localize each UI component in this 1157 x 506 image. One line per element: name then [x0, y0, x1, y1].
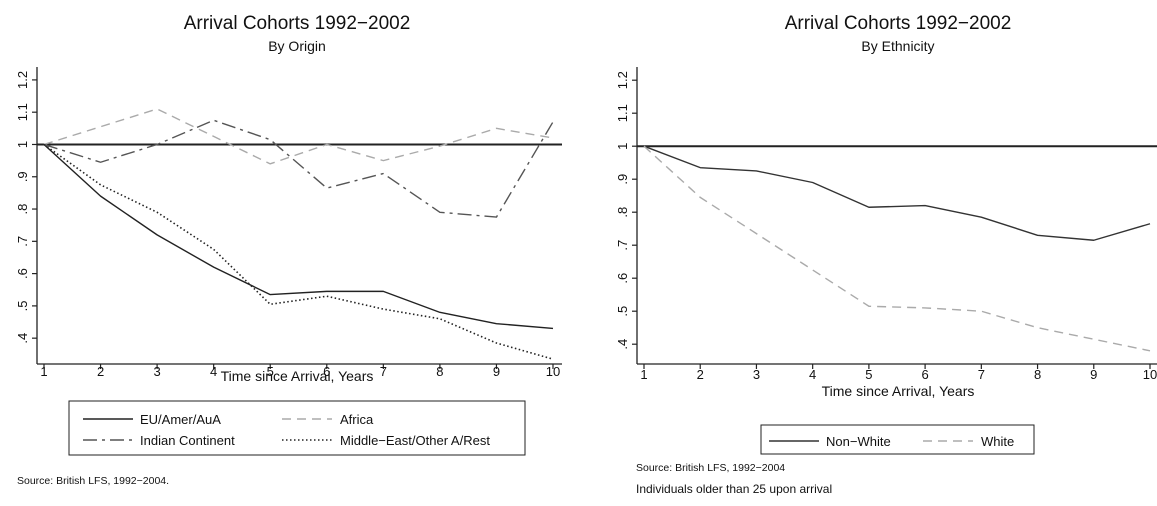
x-axis-label: Time since Arrival, Years [221, 368, 374, 384]
x-axis-ticks: 1 2 3 4 5 6 7 8 9 10 [40, 364, 560, 379]
x-tick-label: 3 [753, 367, 760, 382]
series-line-indian-continent [43, 119, 554, 218]
x-tick-label: 7 [380, 364, 387, 379]
source-note: Source: British LFS, 1992−2004 [636, 462, 785, 474]
x-tick-label: 1 [640, 367, 647, 382]
x-tick-label: 4 [210, 364, 217, 379]
x-tick-label: 2 [97, 364, 104, 379]
legend: EU/Amer/AuA Africa Indian Continent Middle−… [68, 400, 526, 456]
y-tick-label: 1 [15, 141, 30, 148]
sample-note: Individuals older than 25 upon arrival [636, 482, 832, 496]
y-tick-label: 1.1 [615, 104, 630, 122]
legend-label: Africa [340, 412, 374, 427]
plot-area: .4 .5 .6 .7 .8 .9 1 1.1 1.2 1 2 3 4 5 6 7 8 9 10 [615, 67, 1157, 382]
source-note: Source: British LFS, 1992−2004. [17, 475, 169, 487]
x-tick-label: 1 [40, 364, 47, 379]
y-tick-label: .9 [615, 174, 630, 185]
y-axis-ticks: .4 .5 .6 .7 .8 .9 1 1.1 1.2 [615, 71, 637, 350]
series-group [643, 145, 1151, 352]
y-tick-label: .8 [15, 204, 30, 215]
x-tick-label: 8 [436, 364, 443, 379]
chart-title: Arrival Cohorts 1992−2002 [785, 13, 1012, 34]
y-axis-ticks: .4 .5 .6 .7 .8 .9 1 1.1 1.2 [15, 71, 37, 344]
x-tick-label: 5 [865, 367, 872, 382]
y-tick-label: .7 [615, 240, 630, 251]
series-line-middle-east-other-a-rest [43, 143, 554, 360]
y-tick-label: .5 [615, 306, 630, 317]
legend-box [760, 424, 1035, 455]
y-tick-label: .9 [15, 171, 30, 182]
series-line-non-white [643, 145, 1151, 241]
legend-label: EU/Amer/AuA [140, 412, 221, 427]
plot-area: .4 .5 .6 .7 .8 .9 1 1.1 1.2 1 2 3 4 5 6 7 8 9 10 [15, 67, 562, 379]
x-tick-label: 5 [267, 364, 274, 379]
y-tick-label: .7 [15, 236, 30, 247]
y-tick-label: .4 [15, 333, 30, 344]
x-tick-label: 9 [1090, 367, 1097, 382]
x-tick-label: 7 [978, 367, 985, 382]
y-tick-label: 1 [615, 143, 630, 150]
x-tick-label: 10 [546, 364, 560, 379]
legend-label: Middle−East/Other A/Rest [340, 433, 490, 448]
y-tick-label: 1.2 [15, 71, 30, 89]
chart-subtitle: By Origin [268, 38, 326, 54]
x-tick-label: 2 [697, 367, 704, 382]
x-tick-label: 10 [1143, 367, 1157, 382]
chart-title: Arrival Cohorts 1992−2002 [184, 13, 411, 34]
x-tick-label: 4 [809, 367, 816, 382]
series-group [43, 108, 554, 360]
x-tick-label: 6 [323, 364, 330, 379]
x-tick-label: 9 [493, 364, 500, 379]
y-tick-label: 1.2 [615, 71, 630, 89]
legend-label: Non−White [826, 434, 891, 449]
chart-subtitle: By Ethnicity [861, 38, 934, 54]
y-tick-label: 1.1 [15, 103, 30, 121]
chart-by-ethnicity: Arrival Cohorts 1992−2002 By Ethnicity .… [615, 13, 1157, 496]
x-axis-ticks: 1 2 3 4 5 6 7 8 9 10 [640, 364, 1157, 382]
series-line-africa [43, 108, 554, 165]
legend: Non−White White [760, 424, 1035, 455]
y-tick-label: .6 [15, 268, 30, 279]
series-line-eu-amer-aua [43, 143, 554, 330]
legend-box [68, 400, 526, 456]
x-axis-label: Time since Arrival, Years [822, 383, 975, 399]
x-tick-label: 8 [1034, 367, 1041, 382]
x-tick-label: 3 [153, 364, 160, 379]
y-tick-label: .4 [615, 339, 630, 350]
y-tick-label: .6 [615, 273, 630, 284]
legend-label: Indian Continent [140, 433, 235, 448]
legend-label: White [981, 434, 1014, 449]
y-tick-label: .8 [615, 207, 630, 218]
chart-by-origin: Arrival Cohorts 1992−2002 By Origin .4 .5… [15, 13, 562, 487]
y-tick-label: .5 [15, 300, 30, 311]
series-line-white [643, 145, 1151, 352]
x-tick-label: 6 [921, 367, 928, 382]
